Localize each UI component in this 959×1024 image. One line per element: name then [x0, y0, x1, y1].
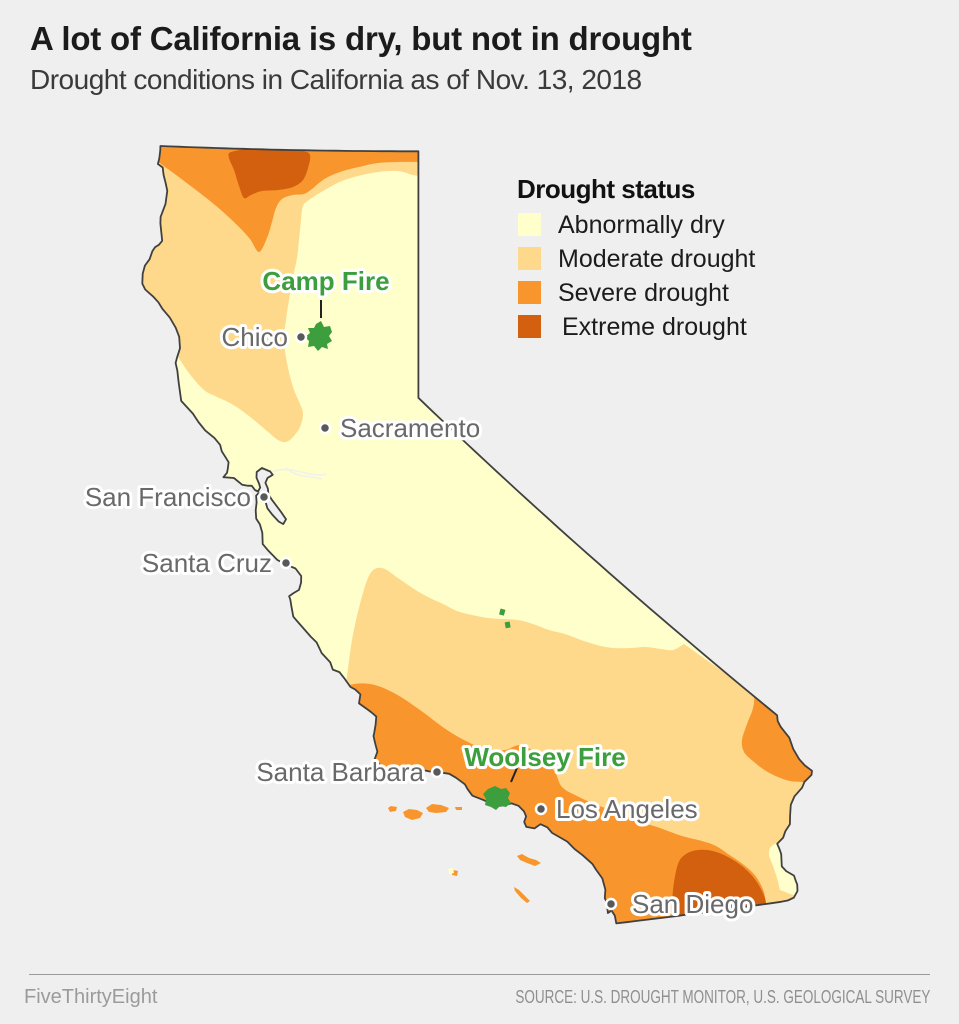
svg-text:Severe drought: Severe drought — [558, 279, 729, 307]
svg-text:Moderate drought: Moderate drought — [558, 245, 755, 273]
svg-text:Santa Barbara: Santa Barbara — [256, 757, 424, 787]
svg-text:Chico: Chico — [222, 322, 288, 352]
svg-text:Los Angeles: Los Angeles — [556, 794, 698, 824]
svg-text:Woolsey Fire: Woolsey Fire — [464, 742, 625, 772]
svg-text:Extreme drought: Extreme drought — [562, 313, 747, 341]
svg-text:Sacramento: Sacramento — [340, 413, 480, 443]
svg-text:Drought status: Drought status — [517, 174, 695, 204]
svg-text:San Diego: San Diego — [632, 889, 753, 919]
svg-text:San Francisco: San Francisco — [85, 482, 251, 512]
svg-text:Camp Fire: Camp Fire — [262, 266, 389, 296]
svg-text:Abnormally dry: Abnormally dry — [558, 211, 725, 239]
svg-text:Santa Cruz: Santa Cruz — [142, 548, 272, 578]
